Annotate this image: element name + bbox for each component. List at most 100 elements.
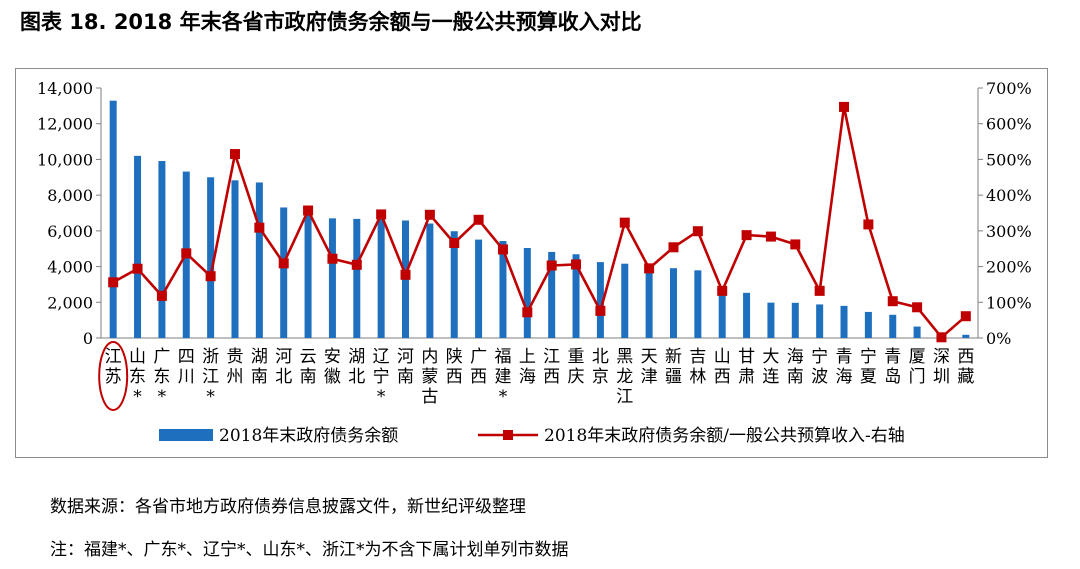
bar [523,248,531,338]
legend: 2018年末政府债务余额 2018年末政府债务余额/一般公共预算收入-右轴 [159,426,905,446]
bar [548,251,556,338]
line-point [839,101,850,112]
line-point [400,269,411,280]
bar [499,241,507,338]
category-label: 厦门 [909,347,926,387]
line-point [181,248,192,259]
bar [231,180,239,338]
bar [109,100,117,338]
right-tick-label: 700% [986,79,1032,98]
bar [621,263,629,338]
category-label: 吉林 [689,347,706,387]
category-label: 青岛 [884,347,901,387]
line-point [717,285,728,296]
category-label: 浙江* [202,347,219,407]
bar [889,314,897,338]
line-point [497,244,508,255]
bar-series [109,100,970,338]
line-point [814,285,825,296]
bar [255,182,263,338]
left-tick-label: 14,000 [37,79,93,98]
line-point [449,238,460,248]
line-point [351,259,362,270]
left-tick-label: 2,000 [47,293,93,312]
category-label: 重庆 [568,347,585,387]
category-label: 天津 [641,347,658,387]
category-label: 安徽 [324,347,341,387]
bar [718,288,726,338]
legend-line-label: 2018年末政府债务余额/一般公共预算收入-右轴 [544,426,905,446]
bar [207,177,215,338]
legend-bar-label: 2018年末政府债务余额 [219,426,398,446]
line-point [668,242,679,253]
line-point [692,226,703,237]
bar [353,218,361,338]
bar [572,254,580,338]
right-tick-label: 100% [986,293,1032,312]
line-point [205,271,216,282]
line-point [278,258,289,269]
line-point [132,263,143,274]
line-point [424,209,435,220]
right-tick-label: 300% [986,222,1032,241]
line-point [327,253,338,264]
category-label: 大连 [762,347,779,387]
category-label: 宁波 [811,347,828,387]
line-point [790,239,801,250]
category-label: 上海 [519,347,536,387]
chart: 0 2,000 4,000 6,000 8,000 10,000 12,000 14,000 0… [37,79,1032,446]
left-tick-label: 8,000 [47,186,93,205]
category-label: 内蒙古 [421,347,438,407]
line-point [546,260,557,271]
bar [864,311,872,338]
category-label: 海南 [787,347,804,387]
right-tick-label: 200% [986,258,1032,277]
bar [134,155,142,338]
data-source-note: 数据来源：各省市地方政府债券信息披露文件，新世纪评级整理 [50,497,526,517]
category-label: 四川 [178,347,195,387]
category-label: 江西 [543,347,560,387]
bar [669,268,677,338]
category-label: 福建* [494,347,511,407]
bar [304,210,312,338]
bar [328,218,336,338]
category-label: 深圳 [933,347,950,387]
left-tick-label: 4,000 [47,258,93,277]
right-tick-label: 600% [986,115,1032,134]
line-point [619,217,630,228]
line-point [254,222,265,233]
line-point [765,231,776,242]
category-label: 黑龙江 [616,347,633,407]
bar [913,326,921,338]
category-label: 云南 [300,347,317,387]
category-label: 河北 [275,347,292,387]
line-point [912,302,923,313]
bar [280,207,288,338]
line-point [229,149,240,160]
line-point [887,296,898,307]
bar [694,270,702,338]
category-label: 陕西 [446,347,463,387]
left-tick-label: 6,000 [47,222,93,241]
category-label: 辽宁* [373,347,390,407]
category-label: 青海 [836,347,853,387]
category-label: 新疆 [665,347,682,387]
bar [743,292,751,338]
bar [645,264,653,338]
line-point [108,277,119,288]
line-point [522,307,533,318]
line-point [960,311,971,322]
line-point [595,305,606,316]
line-point [863,219,874,230]
category-label: 河南 [397,347,414,387]
left-tick-label: 10,000 [37,150,93,169]
right-tick-label: 0% [986,329,1011,348]
bar [767,302,775,338]
axes: 0 2,000 4,000 6,000 8,000 10,000 12,000 14,000 0… [37,79,1032,348]
footnote: 注：福建*、广东*、辽宁*、山东*、浙江*为不含下属计划单列市数据 [50,540,569,560]
line-point [473,214,484,225]
line-point [376,209,387,220]
category-label: 湖南 [251,347,268,387]
bar [962,334,970,338]
